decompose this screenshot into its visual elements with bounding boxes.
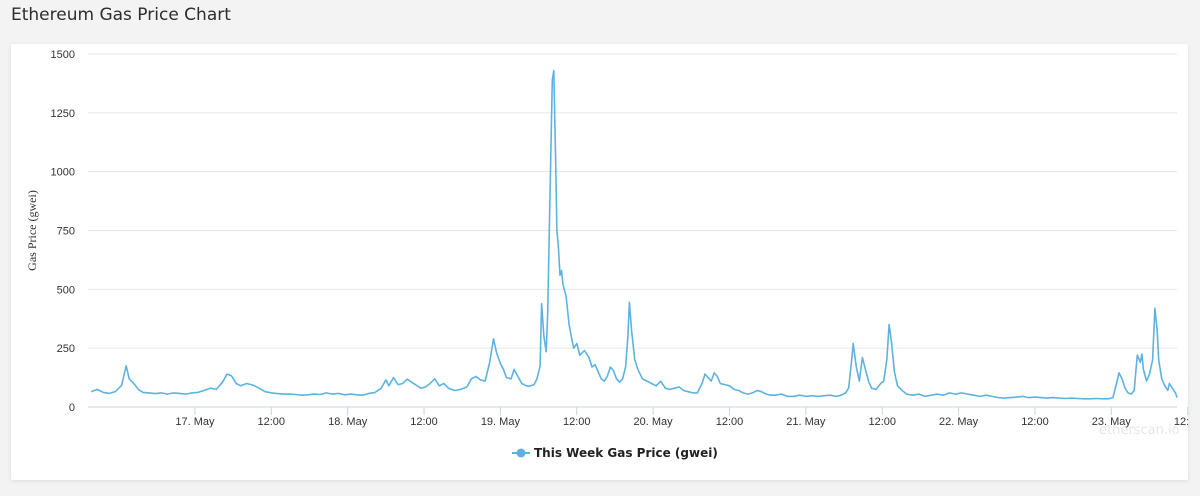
y-tick-label: 750 [57, 226, 75, 238]
x-tick-label: 20. May [634, 416, 674, 428]
y-tick-label: 1500 [51, 49, 75, 61]
page-title: Ethereum Gas Price Chart [11, 5, 231, 25]
y-tick-label: 1250 [51, 108, 75, 120]
x-tick-label: 23. May [1092, 416, 1132, 428]
x-tick-label: 21. May [786, 416, 826, 428]
y-axis: 0 250 500 750 1000 1250 1500 [51, 49, 75, 414]
x-tick-label: 19. May [481, 416, 521, 428]
grid-layer [88, 53, 1177, 408]
y-axis-title: Gas Price (gwei) [25, 190, 39, 271]
x-tick-label: 12:00 [1174, 416, 1188, 428]
x-tick-label: 12:00 [716, 416, 744, 428]
y-tick-label: 1000 [51, 167, 75, 179]
y-tick-label: 500 [57, 284, 75, 296]
y-tick-label: 250 [57, 343, 75, 355]
x-tick-label: 18. May [328, 416, 368, 428]
x-tick-label: 12:00 [258, 416, 286, 428]
watermark-text: etherscan.io [1099, 423, 1180, 438]
x-tick-label: 12:00 [868, 416, 896, 428]
x-tick-label: 12:00 [563, 416, 591, 428]
y-tick-label: 0 [69, 402, 75, 414]
legend-marker-icon [516, 448, 526, 458]
x-tick-label: 17. May [175, 416, 215, 428]
x-tick-label: 12:00 [410, 416, 438, 428]
x-tick-label: 12:00 [1021, 416, 1049, 428]
legend[interactable]: This Week Gas Price (gwei) [512, 446, 718, 460]
x-tick-label: 22. May [939, 416, 979, 428]
gas-price-chart: etherscan.io 0 250 500 750 1000 1250 1500 17. … [25, 49, 1188, 460]
legend-label: This Week Gas Price (gwei) [534, 446, 718, 460]
series-line-gas-price [90, 69, 1178, 400]
chart-card: etherscan.io 0 250 500 750 1000 1250 1500 17. … [11, 44, 1188, 480]
x-axis: 17. May 12:00 18. May 12:00 19. May 12:00 20. … [175, 407, 1188, 428]
